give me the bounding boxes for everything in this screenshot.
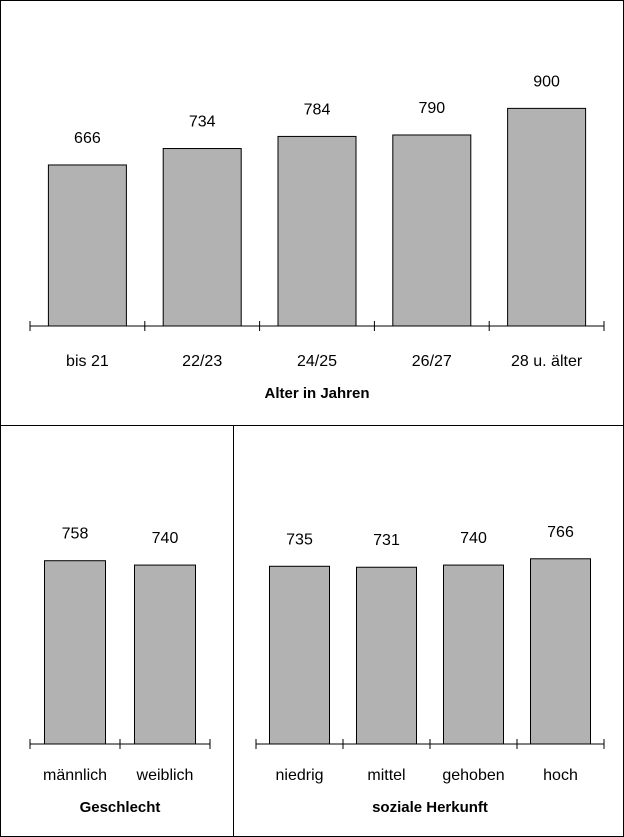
data-label-gender-1: 740	[152, 530, 179, 547]
bar-origin-3	[530, 558, 591, 745]
category-label-gender-1: weiblich	[136, 767, 194, 784]
category-label-age-3: 26/27	[412, 353, 452, 370]
bar-origin-2	[443, 564, 504, 745]
bar-age-4	[507, 107, 587, 327]
panel-age: 666 bis 21 734 22/23 784 24/25 790 26/27 900 28 u…	[29, 73, 605, 402]
category-label-age-4: 28 u. älter	[511, 353, 583, 370]
bar-origin-1	[356, 566, 417, 745]
category-label-gender-0: männlich	[43, 767, 107, 784]
category-label-origin-1: mittel	[367, 767, 405, 784]
bar-age-0	[47, 164, 127, 327]
category-label-age-1: 22/23	[182, 353, 222, 370]
data-label-age-4: 900	[533, 73, 560, 90]
x-axis-title-origin: soziale Herkunft	[372, 799, 488, 816]
x-axis-title-gender: Geschlecht	[80, 799, 161, 816]
bar-age-1	[162, 148, 242, 327]
category-label-origin-3: hoch	[543, 767, 578, 784]
x-axis-title-age: Alter in Jahren	[264, 385, 369, 402]
data-label-origin-1: 731	[373, 532, 400, 549]
bar-age-3	[392, 134, 472, 327]
data-label-origin-0: 735	[286, 531, 313, 548]
data-label-age-2: 784	[304, 101, 331, 118]
bar-origin-0	[269, 565, 330, 745]
data-label-origin-3: 766	[547, 524, 574, 541]
category-label-origin-2: gehoben	[442, 767, 504, 784]
panel-gender-border	[0, 425, 234, 837]
category-label-age-2: 24/25	[297, 353, 337, 370]
data-label-age-1: 734	[189, 114, 216, 131]
category-label-origin-0: niedrig	[275, 767, 323, 784]
bar-gender-1	[134, 564, 196, 745]
panel-gender: 758 männlich 740 weiblich Geschlecht	[29, 526, 211, 816]
data-label-age-3: 790	[418, 100, 445, 117]
bar-age-2	[277, 135, 357, 327]
data-label-age-0: 666	[74, 130, 101, 147]
panel-origin: 735 niedrig 731 mittel 740 gehoben 766 hoch sozi…	[255, 524, 605, 816]
bar-gender-0	[44, 560, 106, 745]
data-label-gender-0: 758	[62, 526, 89, 543]
category-label-age-0: bis 21	[66, 353, 109, 370]
data-label-origin-2: 740	[460, 530, 487, 547]
